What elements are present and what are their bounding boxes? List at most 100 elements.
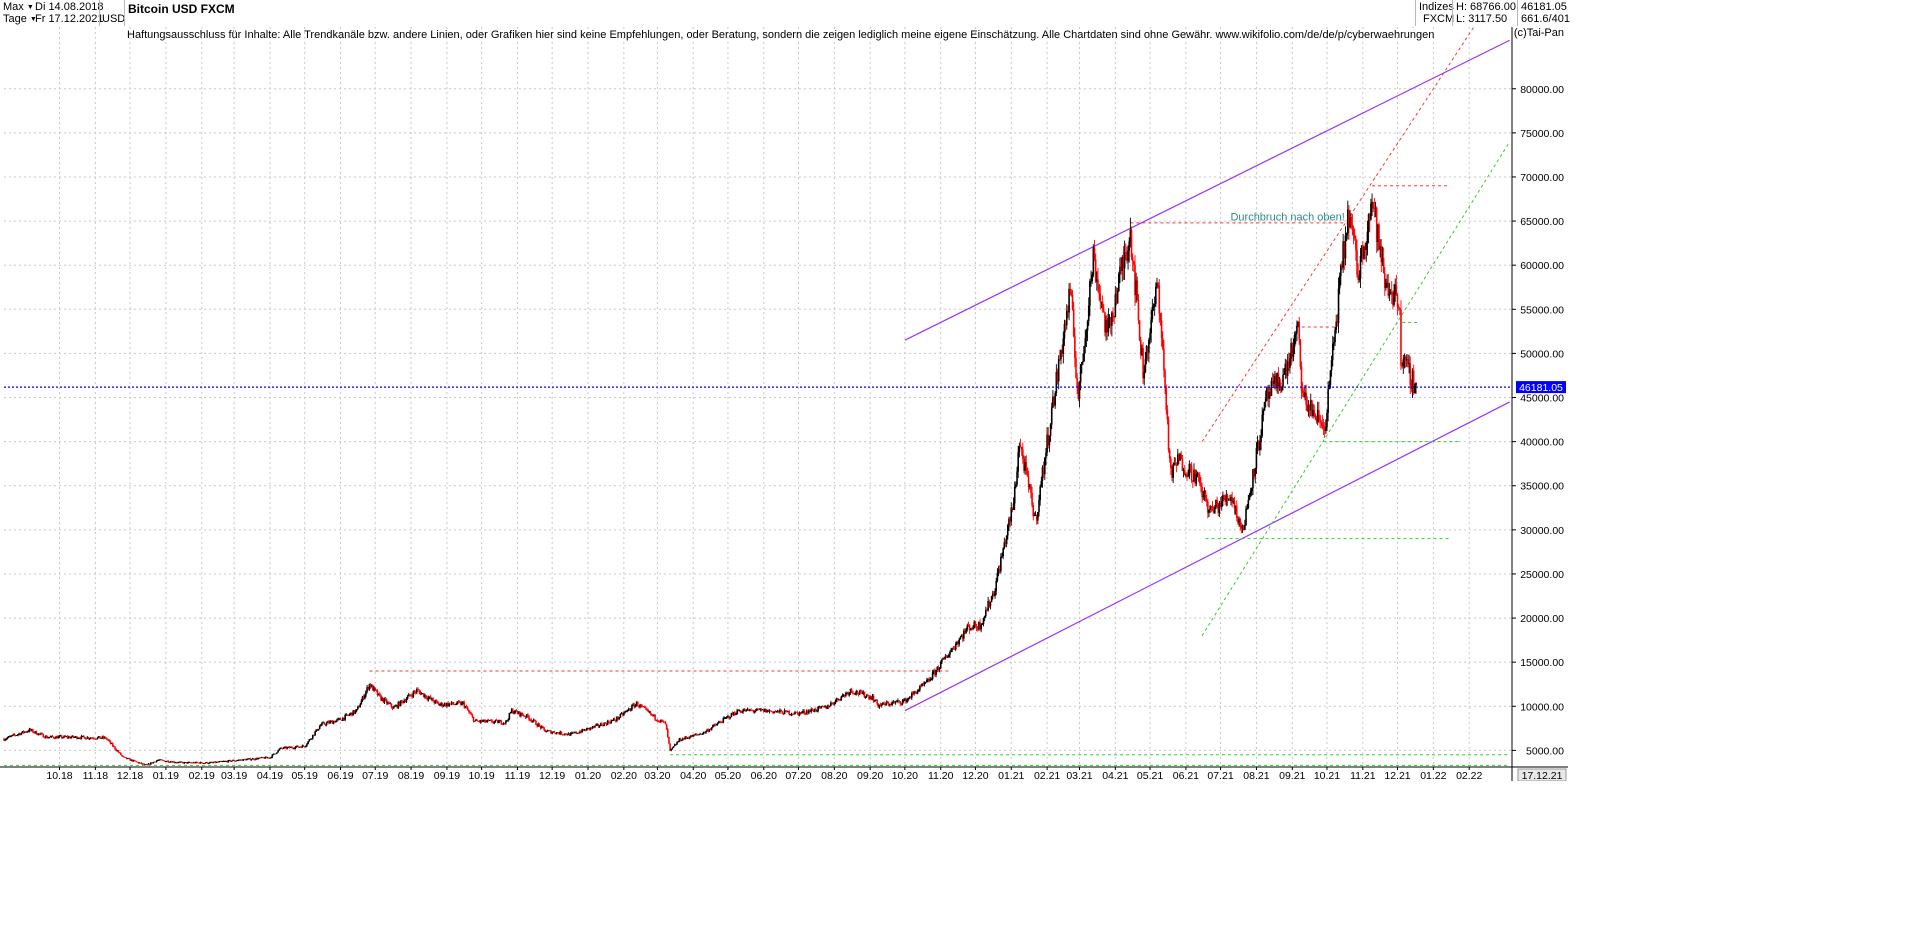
candle-body [147, 763, 150, 765]
candle-body [663, 721, 666, 723]
candle-body [63, 735, 65, 738]
candle-body [953, 649, 956, 650]
candle-body [228, 760, 231, 761]
candle-body [313, 734, 315, 736]
candle-body [720, 721, 722, 723]
candle-body [995, 580, 998, 592]
candle-body [346, 714, 349, 716]
candle-body [909, 697, 912, 699]
candle-body [782, 713, 785, 715]
candle-body [248, 758, 250, 760]
candle-body [820, 706, 823, 708]
candle-body [934, 670, 936, 675]
candle-body [584, 729, 587, 731]
candle-body [561, 734, 564, 736]
candle-body [17, 734, 19, 736]
candle-body [3, 738, 5, 741]
candle-body [773, 711, 775, 714]
candle-body [357, 706, 359, 710]
candle-body [273, 753, 276, 755]
candle-body [625, 710, 627, 712]
candle-body [51, 735, 54, 737]
candle-body [24, 731, 26, 733]
candle-body [458, 701, 461, 703]
candle-body [1231, 497, 1233, 503]
candle-body [566, 734, 568, 736]
candle-body [1286, 361, 1289, 376]
candle-body [500, 720, 503, 724]
candle-body [1111, 312, 1113, 326]
candle-body [553, 731, 556, 734]
candle-body [1109, 317, 1112, 326]
x-tick-label: 11.18 [83, 770, 109, 781]
candle-body [649, 711, 652, 715]
candle-body [335, 720, 337, 723]
candle-body [1394, 284, 1396, 293]
x-tick-label: 01.20 [575, 770, 601, 781]
candle-body [59, 735, 62, 737]
candle-body [292, 747, 294, 749]
candle-body [244, 759, 247, 761]
candle-body [1196, 473, 1199, 475]
candle-body [1334, 329, 1336, 343]
candle-body [1087, 305, 1090, 322]
candle-body [920, 686, 922, 687]
candle-body [477, 720, 479, 722]
candle-body [1218, 503, 1221, 514]
candle-body [122, 755, 124, 757]
candle-body [639, 704, 641, 707]
candle-body [145, 764, 148, 766]
price-chart[interactable]: 46181.05 5000.00 10000.00 15000.00 20000.00… [0, 0, 1568, 781]
candle-body [996, 572, 999, 581]
candle-body [1119, 266, 1121, 274]
candle-body [734, 712, 736, 715]
candle-body [279, 747, 282, 750]
candle-body [527, 714, 529, 717]
candle-body [443, 703, 446, 706]
candle-body [5, 738, 8, 740]
candle-body [44, 735, 47, 738]
candle-body [1050, 407, 1053, 425]
candle-body [1060, 349, 1062, 360]
candle-body [1314, 414, 1317, 420]
x-tick-label: 04.19 [257, 770, 283, 781]
candle-body [315, 729, 318, 732]
candle-body [1122, 257, 1125, 269]
candle-body [251, 758, 254, 760]
candle-body [372, 685, 374, 691]
candle-body [937, 667, 940, 670]
y-tick-label: 60000.00 [1520, 260, 1564, 272]
candle-body [209, 762, 211, 764]
candle-body [98, 736, 100, 738]
candle-body [414, 691, 417, 693]
chevron-down-icon: ▼ [29, 16, 37, 23]
candle-body [780, 709, 782, 712]
candle-body [640, 704, 642, 707]
candle-body [705, 731, 707, 733]
interval-selector[interactable]: Tage ▼ [3, 13, 37, 26]
candle-body [1255, 447, 1258, 469]
chevron-down-icon: ▼ [26, 4, 34, 11]
candle-body [534, 719, 536, 721]
candle-body [1372, 202, 1375, 209]
candle-body [217, 761, 219, 763]
candle-body [835, 698, 838, 701]
candle-body [444, 703, 447, 707]
candle-body [746, 708, 749, 710]
candle-body [1011, 507, 1014, 510]
candle-body [744, 709, 747, 712]
candle-body [1219, 503, 1222, 508]
candle-body [1343, 241, 1346, 259]
candle-body [827, 706, 830, 708]
candle-body [358, 706, 360, 708]
range-selector[interactable]: Max ▼ [3, 1, 34, 14]
candle-body [1023, 458, 1025, 471]
candle-body [594, 725, 596, 728]
support-line [1201, 141, 1511, 636]
candle-body [470, 713, 473, 715]
candle-body [1094, 259, 1097, 282]
candle-body [389, 703, 392, 705]
candle-body [912, 693, 914, 695]
candle-body [893, 701, 896, 703]
candle-body [706, 729, 708, 732]
